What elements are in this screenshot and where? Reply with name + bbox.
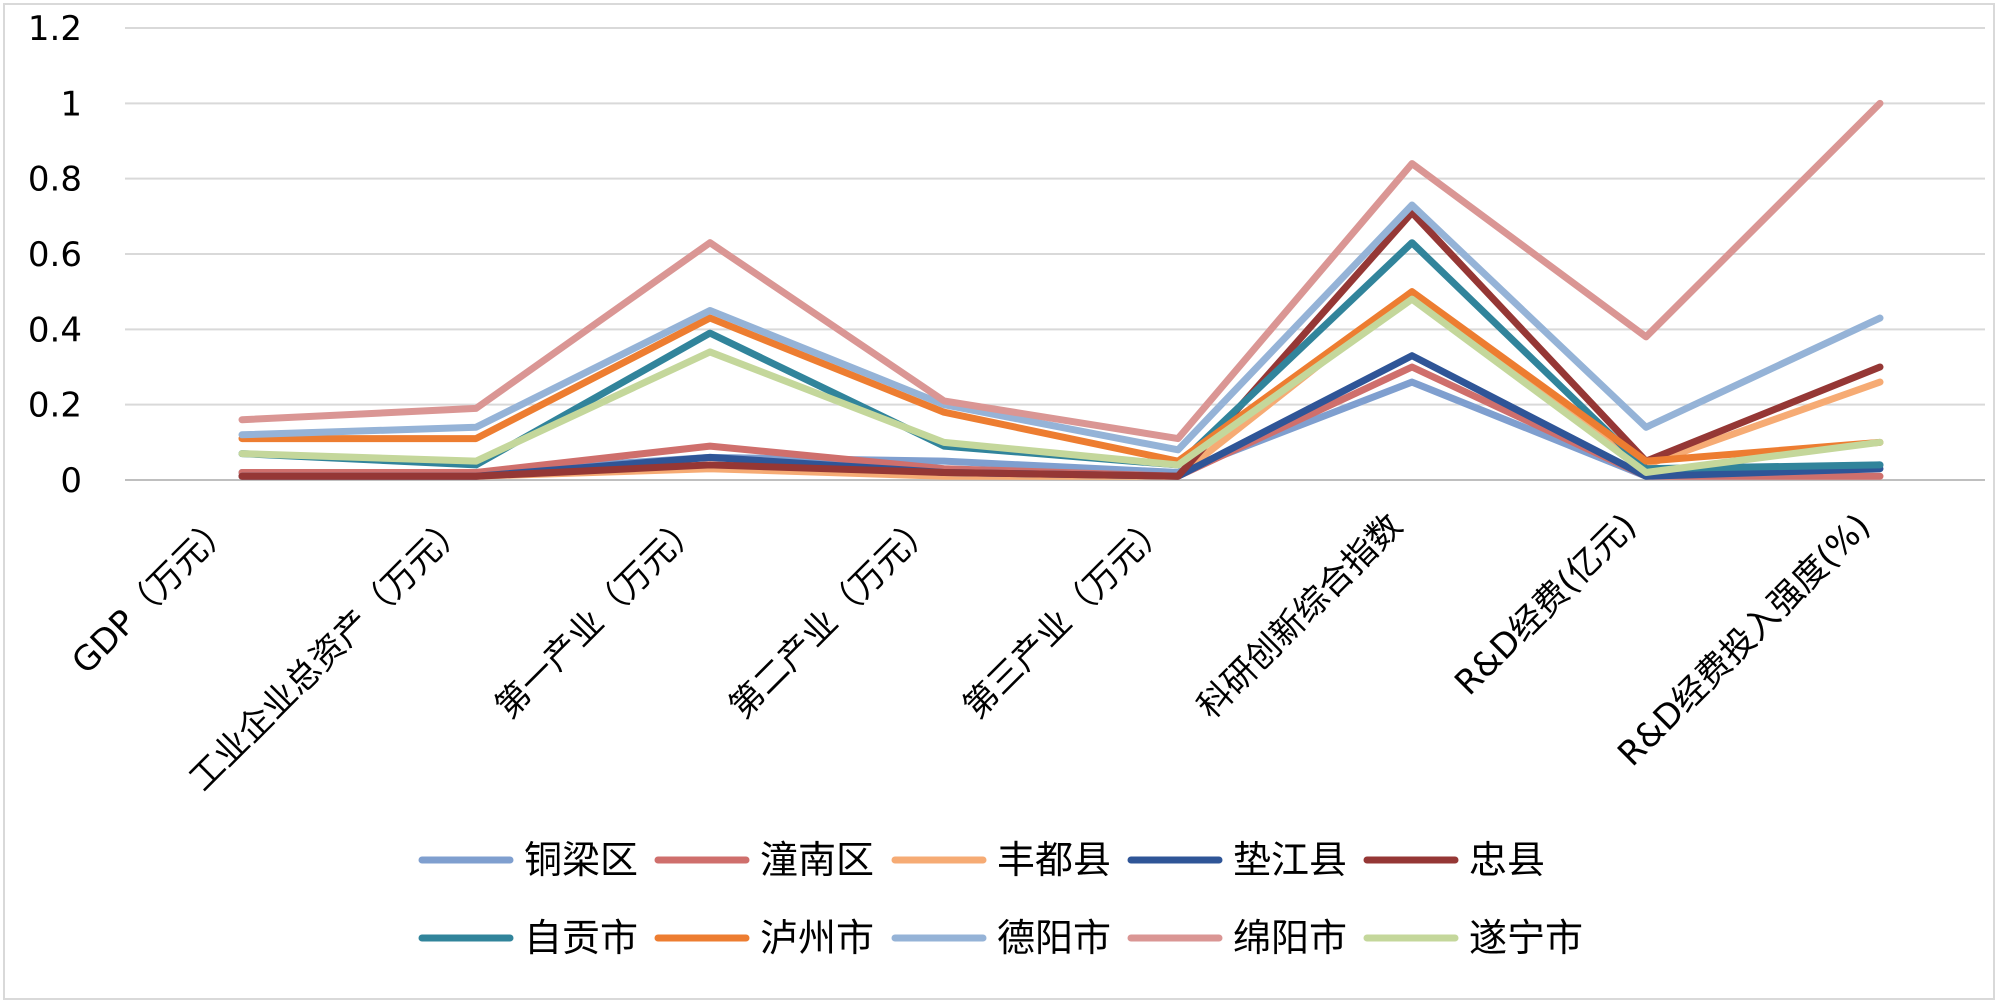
y-tick-label: 0 bbox=[60, 461, 82, 501]
legend-item: 德阳市 bbox=[891, 916, 1111, 960]
legend-label: 潼南区 bbox=[760, 838, 874, 882]
legend-item: 忠县 bbox=[1363, 838, 1545, 882]
legend-label: 丰都县 bbox=[997, 838, 1111, 882]
x-category-label: 第二产业（万元） bbox=[722, 506, 943, 727]
legend-item: 泸州市 bbox=[654, 916, 874, 960]
series-line-5 bbox=[238, 209, 1884, 480]
legend-label: 自贡市 bbox=[524, 916, 638, 960]
legend-item: 绵阳市 bbox=[1127, 916, 1347, 960]
x-category-label: 第三产业（万元） bbox=[956, 506, 1177, 727]
y-tick-label: 1.2 bbox=[28, 9, 82, 49]
legend-item: 丰都县 bbox=[891, 838, 1111, 882]
series-line-10 bbox=[238, 295, 1884, 476]
y-tick-label: 0.6 bbox=[28, 235, 82, 275]
legend-label: 德阳市 bbox=[997, 916, 1111, 960]
x-category-label: 第一产业（万元） bbox=[488, 506, 709, 727]
legend-item: 垫江县 bbox=[1127, 838, 1347, 882]
legend-label: 绵阳市 bbox=[1233, 916, 1347, 960]
x-category-label: R&D经费投入强度(%) bbox=[1610, 506, 1878, 774]
legend-label: 泸州市 bbox=[760, 916, 874, 960]
legend-label: 遂宁市 bbox=[1469, 916, 1583, 960]
x-category-label: 工业企业总资产（万元） bbox=[182, 506, 475, 799]
x-category-label: GDP（万元） bbox=[64, 506, 240, 682]
legend-item: 潼南区 bbox=[654, 838, 874, 882]
legend-item: 自贡市 bbox=[418, 916, 638, 960]
y-tick-label: 0.8 bbox=[28, 160, 82, 200]
series-line-9 bbox=[238, 99, 1884, 443]
legend-item: 铜梁区 bbox=[418, 838, 638, 882]
y-tick-label: 0.4 bbox=[28, 310, 82, 350]
x-category-label: 科研创新综合指数 bbox=[1190, 506, 1411, 727]
y-tick-label: 1 bbox=[60, 84, 82, 124]
legend-label: 垫江县 bbox=[1233, 838, 1347, 882]
y-tick-label: 0.2 bbox=[28, 386, 82, 426]
series-line-8 bbox=[238, 201, 1884, 454]
chart-frame bbox=[3, 3, 1995, 1000]
legend-item: 遂宁市 bbox=[1363, 916, 1583, 960]
legend-label: 铜梁区 bbox=[524, 838, 638, 882]
series-line-7 bbox=[238, 288, 1884, 465]
x-category-label: R&D经费(亿元) bbox=[1447, 506, 1644, 703]
legend-label: 忠县 bbox=[1469, 838, 1545, 882]
